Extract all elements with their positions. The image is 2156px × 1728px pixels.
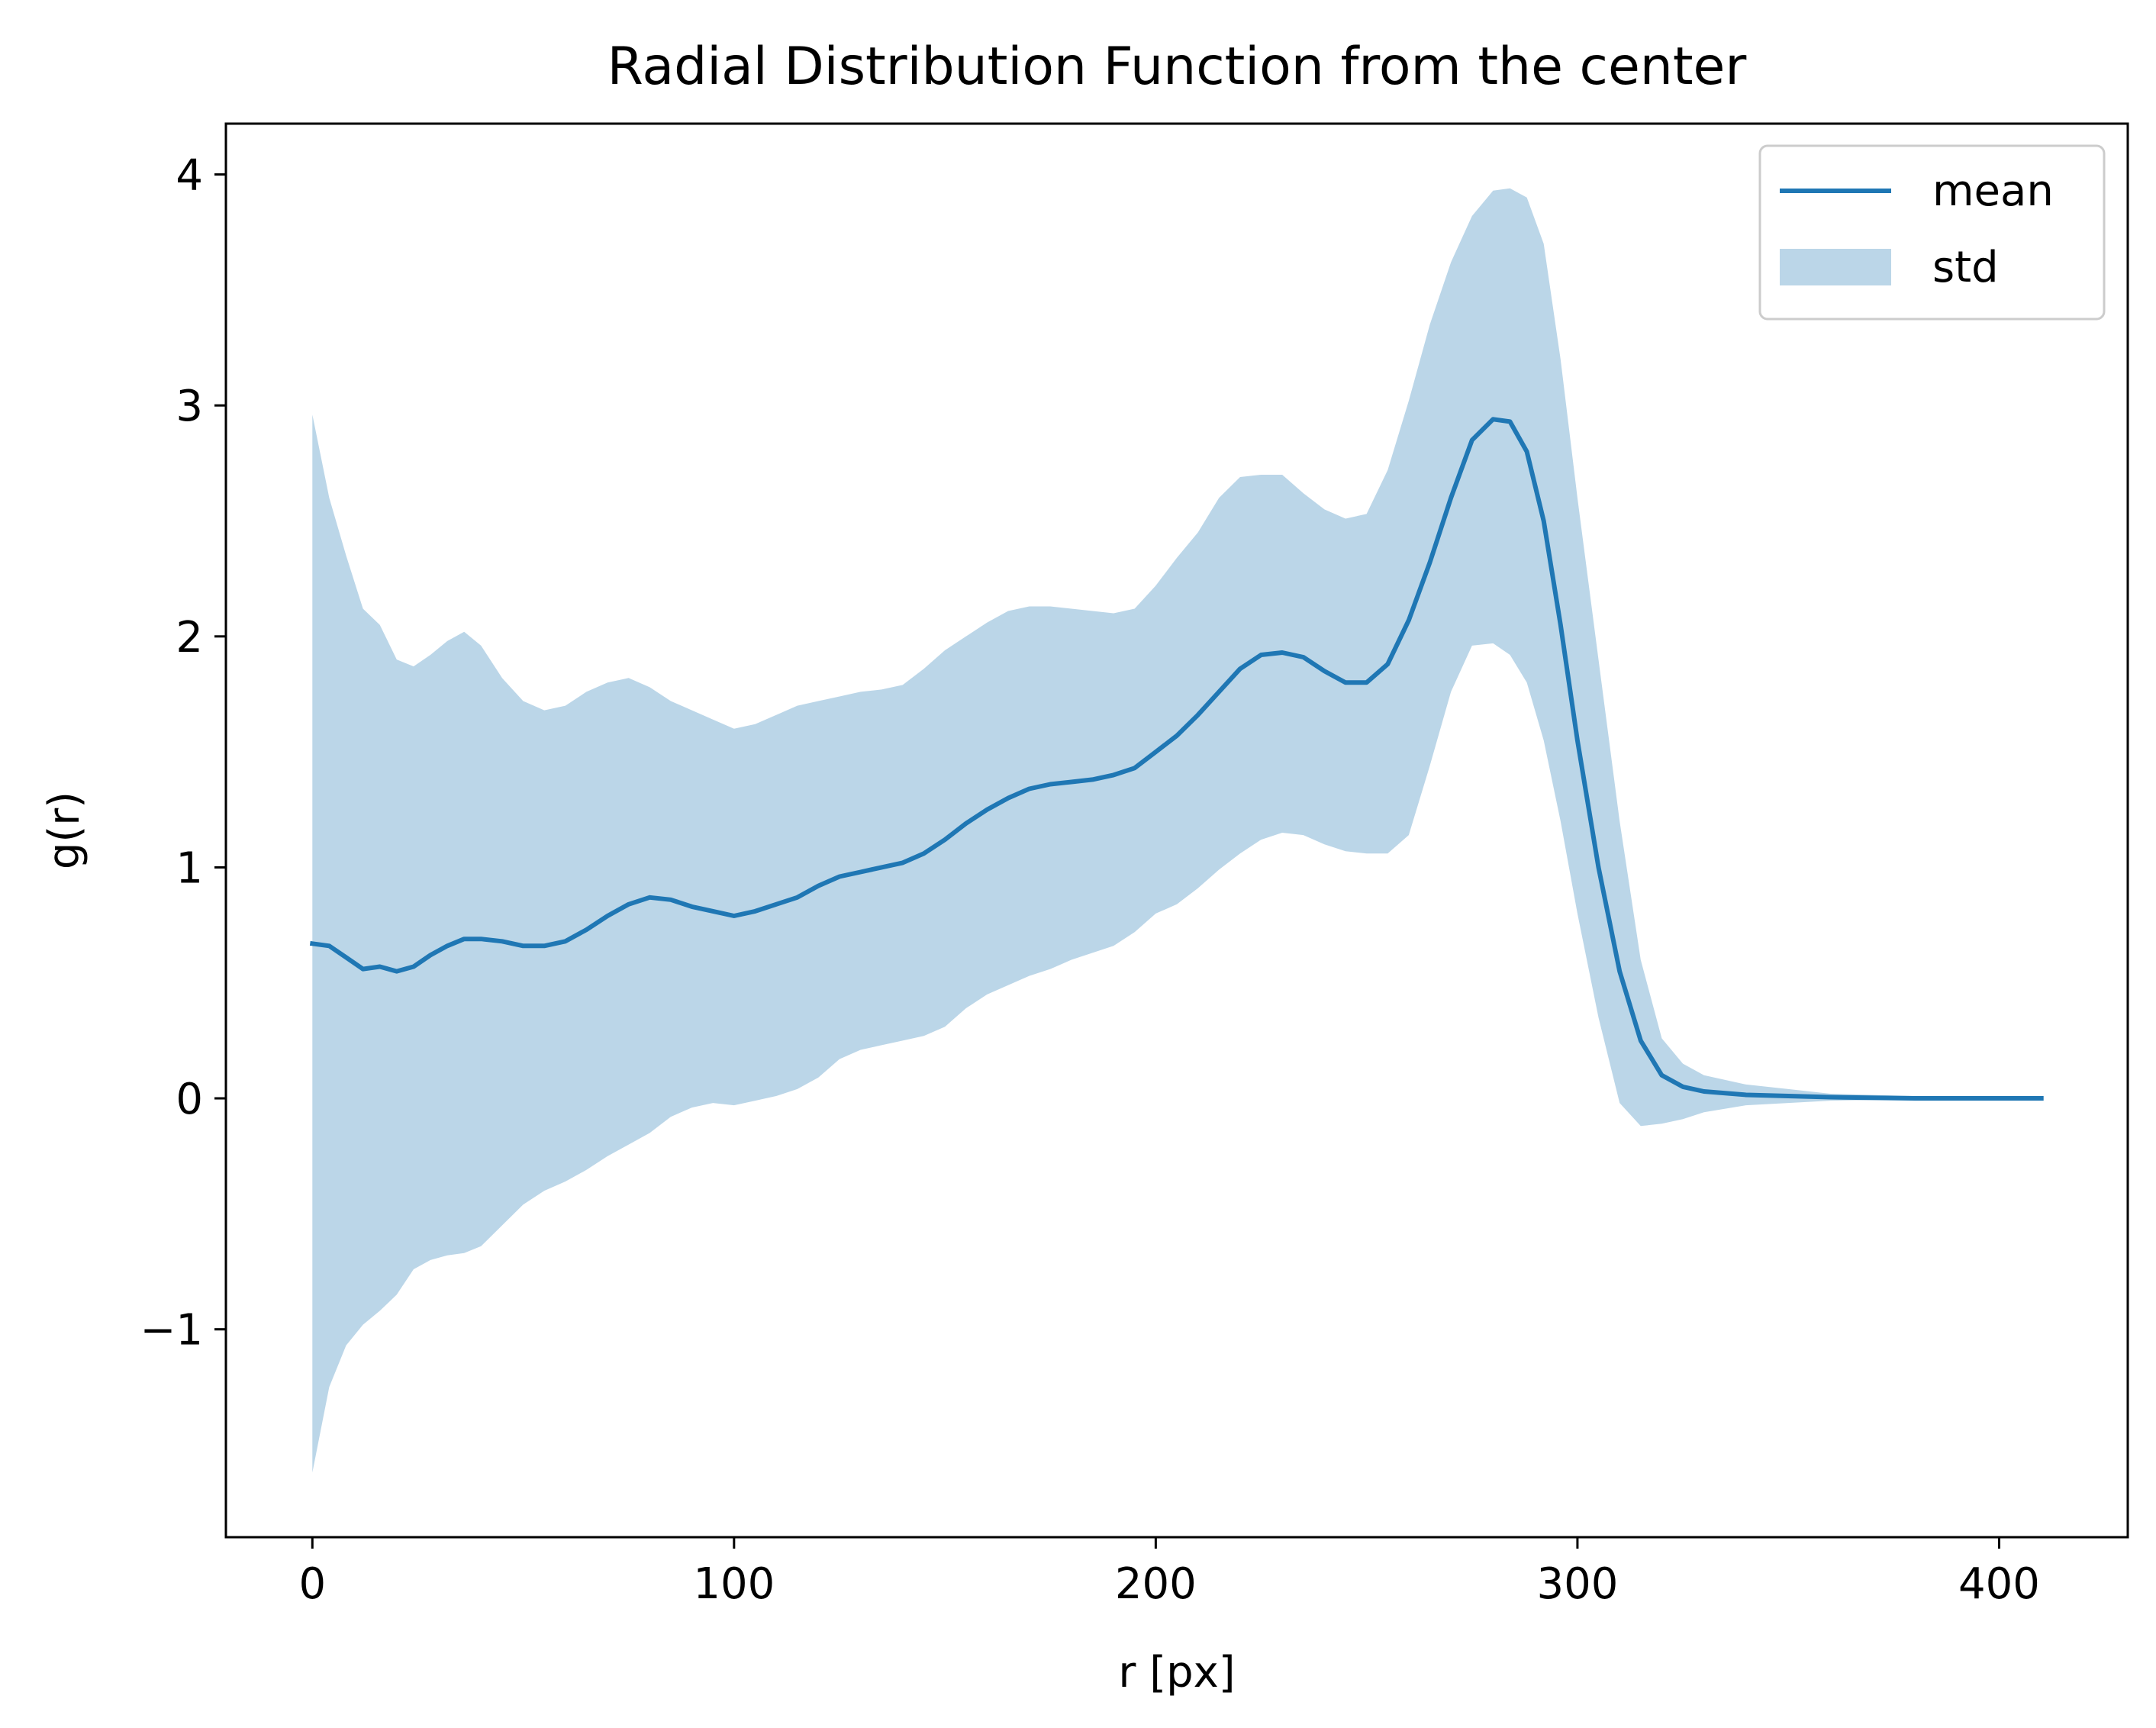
y-tick-label: 2 (176, 613, 203, 663)
legend-std-label: std (1932, 243, 1999, 292)
mean-line (309, 417, 2044, 1101)
y-tick-label: 1 (176, 843, 203, 893)
y-tick-label: −1 (140, 1306, 203, 1356)
x-axis: 0 100 200 300 400 (298, 1537, 2040, 1609)
legend-std-swatch (1780, 249, 1891, 285)
x-tick-label: 100 (693, 1559, 775, 1609)
x-axis-label: r [px] (1118, 1648, 1235, 1697)
y-axis: −1 0 1 2 3 4 (140, 151, 226, 1356)
chart-title: Radial Distribution Function from the ce… (607, 37, 1747, 97)
x-tick-label: 0 (298, 1559, 326, 1609)
x-tick-label: 200 (1115, 1559, 1197, 1609)
x-tick-label: 400 (1958, 1559, 2040, 1609)
plot-area (309, 188, 2044, 1473)
legend: mean std (1758, 144, 2106, 321)
plot-frame (224, 122, 2129, 1539)
legend-mean-label: mean (1932, 166, 2054, 216)
y-tick-label: 0 (176, 1075, 203, 1124)
x-tick-label: 300 (1536, 1559, 1618, 1609)
y-axis-label: g(r) (40, 791, 89, 869)
y-tick-label: 4 (176, 151, 203, 201)
y-tick-label: 3 (176, 382, 203, 431)
std-band (312, 188, 2042, 1473)
